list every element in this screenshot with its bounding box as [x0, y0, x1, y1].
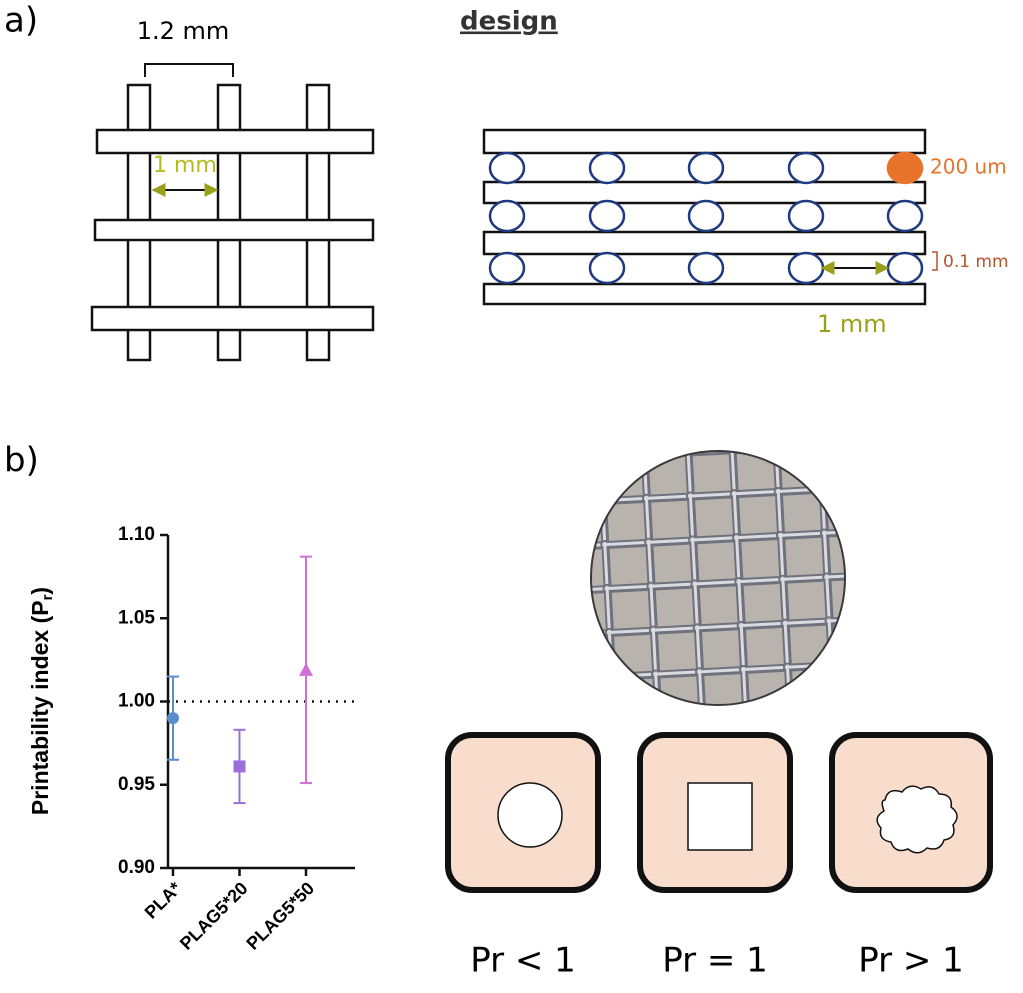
y-tick-label: 1.00 — [118, 691, 155, 712]
strand — [687, 151, 725, 185]
shape-label: Pr < 1 — [470, 941, 576, 981]
strand — [588, 151, 626, 185]
strand — [588, 251, 626, 285]
strand — [787, 199, 825, 233]
panel-label: a) — [4, 1, 38, 41]
design-title: design — [460, 7, 558, 37]
layer-diagram — [482, 128, 927, 306]
gap-label: 1 mm — [817, 310, 887, 338]
panel-label: b) — [4, 441, 39, 481]
pore-shapes — [445, 732, 993, 893]
shape-label: Pr > 1 — [858, 941, 964, 981]
photo — [590, 450, 846, 706]
point — [299, 662, 313, 676]
spacing-label: 1.2 mm — [137, 17, 230, 45]
layer-label: 0.1 mm — [943, 252, 1009, 272]
grid-diagram — [90, 83, 375, 362]
strand — [488, 199, 526, 233]
strand — [787, 251, 825, 285]
y-tick-label: 1.05 — [118, 607, 155, 628]
diameter-label: 200 um — [930, 155, 1007, 179]
point — [167, 712, 179, 725]
strand — [886, 251, 924, 285]
x-tick-label: PLAG5*20 — [176, 878, 252, 954]
strand — [588, 199, 626, 233]
strand — [787, 151, 825, 185]
strand — [886, 199, 924, 233]
shape-label: Pr = 1 — [662, 941, 768, 981]
layer-bracket — [932, 251, 938, 271]
bracket — [144, 63, 234, 77]
strand — [488, 151, 526, 185]
x-tick-label: PLAG5*50 — [242, 878, 318, 954]
point — [233, 760, 246, 773]
y-axis-label: Printability index (Pr) — [27, 587, 56, 815]
y-tick-label: 0.95 — [118, 774, 155, 795]
y-tick-label: 0.90 — [118, 857, 155, 878]
gap-label: 1 mm — [153, 153, 217, 178]
strand — [886, 151, 924, 185]
strand — [488, 251, 526, 285]
x-tick-label: PLA* — [141, 878, 186, 923]
y-tick-label: 1.10 — [118, 524, 155, 545]
strand — [687, 199, 725, 233]
strand — [687, 251, 725, 285]
